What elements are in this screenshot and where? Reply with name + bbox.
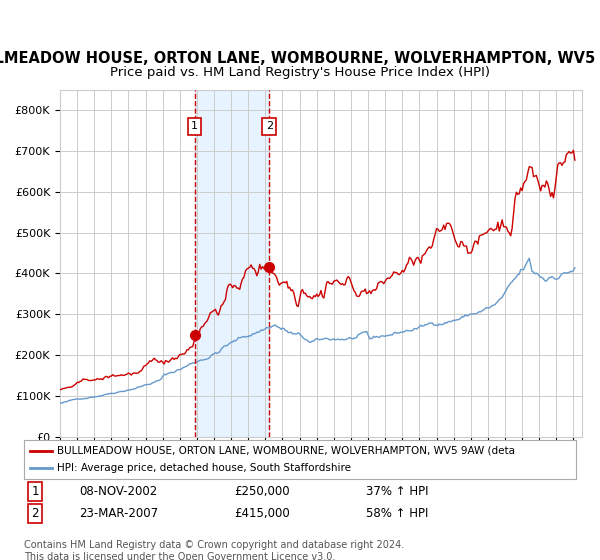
Text: 2: 2 bbox=[266, 122, 273, 132]
Text: HPI: Average price, detached house, South Staffordshire: HPI: Average price, detached house, Sout… bbox=[57, 463, 351, 473]
Text: 2: 2 bbox=[31, 507, 39, 520]
Bar bbox=[194, 90, 269, 437]
Text: BULLMEADOW HOUSE, ORTON LANE, WOMBOURNE, WOLVERHAMPTON, WV5 9AW: BULLMEADOW HOUSE, ORTON LANE, WOMBOURNE,… bbox=[0, 52, 600, 66]
Text: Contains HM Land Registry data © Crown copyright and database right 2024.
This d: Contains HM Land Registry data © Crown c… bbox=[24, 540, 404, 560]
Text: 58% ↑ HPI: 58% ↑ HPI bbox=[366, 507, 428, 520]
Text: £250,000: £250,000 bbox=[234, 485, 289, 498]
Text: 08-NOV-2002: 08-NOV-2002 bbox=[79, 485, 157, 498]
Text: £415,000: £415,000 bbox=[234, 507, 290, 520]
Text: 23-MAR-2007: 23-MAR-2007 bbox=[79, 507, 158, 520]
Text: Price paid vs. HM Land Registry's House Price Index (HPI): Price paid vs. HM Land Registry's House … bbox=[110, 66, 490, 80]
Text: 37% ↑ HPI: 37% ↑ HPI bbox=[366, 485, 429, 498]
Text: BULLMEADOW HOUSE, ORTON LANE, WOMBOURNE, WOLVERHAMPTON, WV5 9AW (deta: BULLMEADOW HOUSE, ORTON LANE, WOMBOURNE,… bbox=[57, 446, 515, 456]
Text: 1: 1 bbox=[31, 485, 39, 498]
Text: 1: 1 bbox=[191, 122, 198, 132]
